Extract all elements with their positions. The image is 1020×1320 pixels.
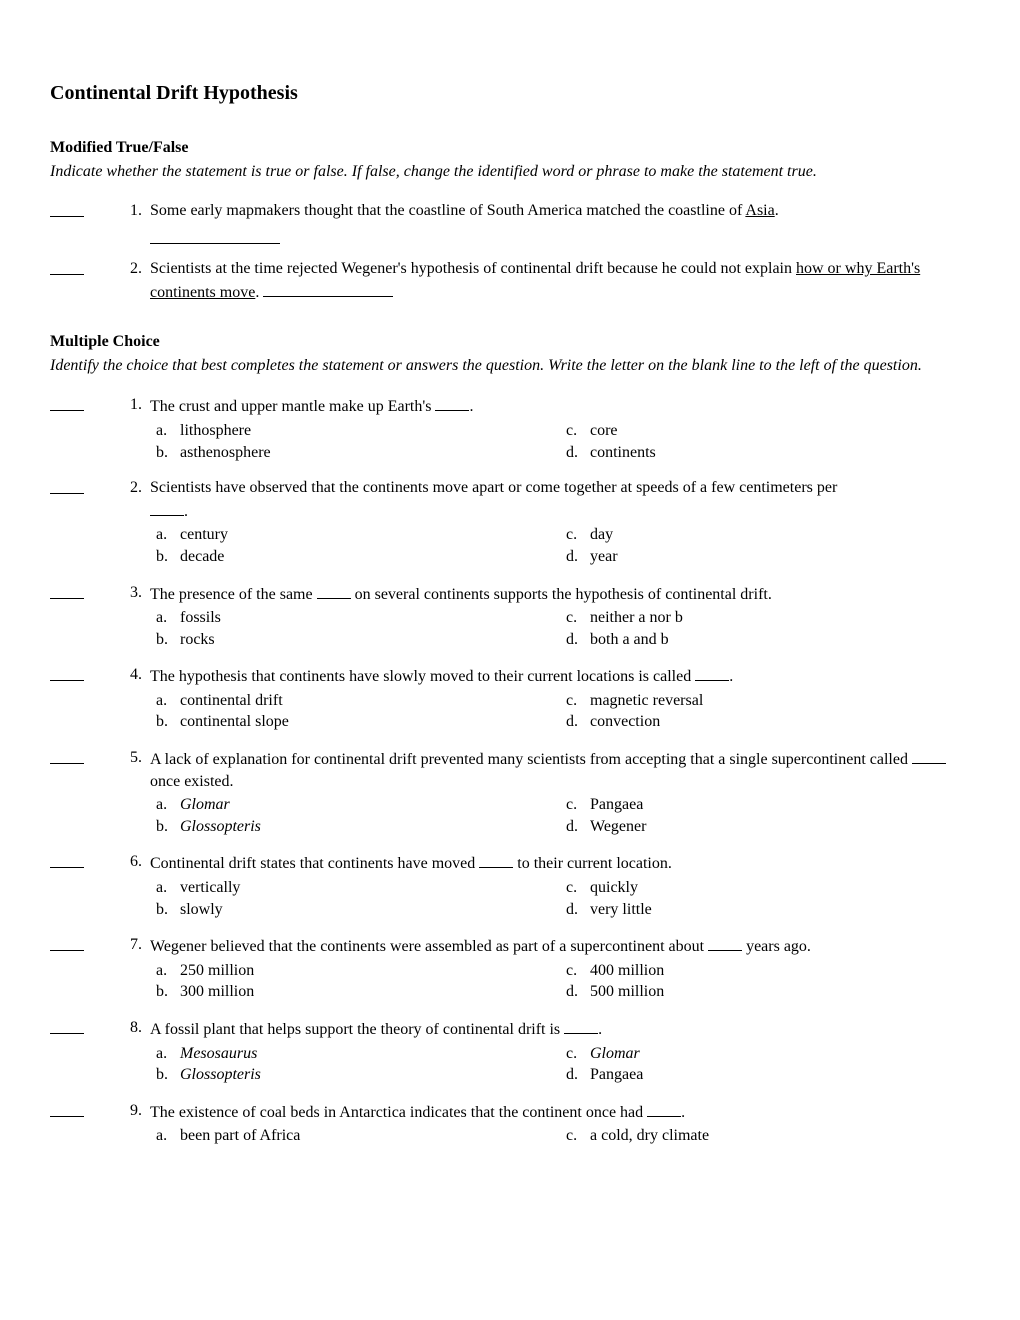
question-stem: The presence of the same on several cont… [150, 582, 970, 606]
answer-blank[interactable] [50, 851, 84, 868]
option-a[interactable]: a.fossils [150, 607, 560, 629]
question-stem: Some early mapmakers thought that the co… [150, 200, 970, 244]
question-number: 7. [116, 934, 150, 956]
question-number: 2. [116, 258, 150, 280]
tf-question: 1. Some early mapmakers thought that the… [50, 200, 970, 244]
option-b[interactable]: b.300 million [150, 981, 560, 1003]
question-number: 5. [116, 747, 150, 769]
option-d[interactable]: d.very little [560, 899, 970, 921]
true-false-section: Modified True/False Indicate whether the… [50, 137, 970, 303]
answer-blank[interactable] [50, 200, 84, 217]
tf-question: 2. Scientists at the time rejected Wegen… [50, 258, 970, 303]
question-number: 9. [116, 1100, 150, 1122]
answer-blank[interactable] [50, 258, 84, 275]
option-d[interactable]: d.year [560, 546, 970, 568]
option-c[interactable]: c.a cold, dry climate [560, 1125, 970, 1147]
question-stem: The crust and upper mantle make up Earth… [150, 394, 970, 418]
page-title: Continental Drift Hypothesis [50, 80, 970, 107]
question-number: 4. [116, 664, 150, 686]
mc-question: 1. The crust and upper mantle make up Ea… [50, 394, 970, 463]
option-c[interactable]: c.quickly [560, 877, 970, 899]
correction-blank[interactable] [150, 224, 280, 244]
mc-question: 7. Wegener believed that the continents … [50, 934, 970, 1003]
question-stem: Scientists at the time rejected Wegener'… [150, 258, 970, 303]
mc-question: 5. A lack of explanation for continental… [50, 747, 970, 837]
mc-question: 3. The presence of the same on several c… [50, 582, 970, 651]
answer-blank[interactable] [50, 1100, 84, 1117]
option-a[interactable]: a.been part of Africa [150, 1125, 560, 1147]
option-d[interactable]: d.500 million [560, 981, 970, 1003]
answer-blank[interactable] [50, 934, 84, 951]
question-number: 1. [116, 200, 150, 222]
option-d[interactable]: d.Pangaea [560, 1064, 970, 1086]
question-stem: Scientists have observed that the contin… [150, 477, 970, 499]
question-number: 1. [116, 394, 150, 416]
option-b[interactable]: b.Glossopteris [150, 1064, 560, 1086]
answer-blank[interactable] [50, 1017, 84, 1034]
answer-blank[interactable] [50, 394, 84, 411]
answer-blank[interactable] [50, 747, 84, 764]
question-stem: Wegener believed that the continents wer… [150, 934, 970, 958]
option-c[interactable]: c.day [560, 524, 970, 546]
option-c[interactable]: c.magnetic reversal [560, 690, 970, 712]
option-b[interactable]: b.decade [150, 546, 560, 568]
answer-blank[interactable] [50, 477, 84, 494]
mc-question: 4. The hypothesis that continents have s… [50, 664, 970, 733]
question-number: 8. [116, 1017, 150, 1039]
option-c[interactable]: c.core [560, 420, 970, 442]
question-number: 2. [116, 477, 150, 499]
question-stem: The hypothesis that continents have slow… [150, 664, 970, 688]
option-d[interactable]: d.continents [560, 442, 970, 464]
multiple-choice-section: Multiple Choice Identify the choice that… [50, 331, 970, 1147]
mc-question: 8. A fossil plant that helps support the… [50, 1017, 970, 1086]
option-a[interactable]: a.continental drift [150, 690, 560, 712]
mc-header: Multiple Choice [50, 331, 970, 353]
option-b[interactable]: b.continental slope [150, 711, 560, 733]
tf-instructions: Indicate whether the statement is true o… [50, 161, 970, 183]
option-c[interactable]: c.neither a nor b [560, 607, 970, 629]
question-stem: The existence of coal beds in Antarctica… [150, 1100, 970, 1124]
option-b[interactable]: b.asthenosphere [150, 442, 560, 464]
option-b[interactable]: b.Glossopteris [150, 816, 560, 838]
mc-question: 6. Continental drift states that contine… [50, 851, 970, 920]
underlined-term: Asia [745, 202, 774, 219]
option-a[interactable]: a.lithosphere [150, 420, 560, 442]
correction-blank[interactable] [263, 280, 393, 297]
question-number: 3. [116, 582, 150, 604]
option-a[interactable]: a.vertically [150, 877, 560, 899]
option-d[interactable]: d.Wegener [560, 816, 970, 838]
answer-blank[interactable] [50, 582, 84, 599]
question-stem: Continental drift states that continents… [150, 851, 970, 875]
question-stem: A fossil plant that helps support the th… [150, 1017, 970, 1041]
mc-question: 9. The existence of coal beds in Antarct… [50, 1100, 970, 1147]
option-b[interactable]: b.rocks [150, 629, 560, 651]
answer-blank[interactable] [50, 664, 84, 681]
option-a[interactable]: a.250 million [150, 960, 560, 982]
option-c[interactable]: c.Glomar [560, 1043, 970, 1065]
option-d[interactable]: d.convection [560, 711, 970, 733]
option-b[interactable]: b.slowly [150, 899, 560, 921]
option-a[interactable]: a.Glomar [150, 794, 560, 816]
option-c[interactable]: c.Pangaea [560, 794, 970, 816]
question-stem: A lack of explanation for continental dr… [150, 747, 970, 792]
mc-question: 2. Scientists have observed that the con… [50, 477, 970, 567]
question-number: 6. [116, 851, 150, 873]
mc-instructions: Identify the choice that best completes … [50, 355, 970, 377]
option-a[interactable]: a.century [150, 524, 560, 546]
option-d[interactable]: d.both a and b [560, 629, 970, 651]
option-c[interactable]: c.400 million [560, 960, 970, 982]
option-a[interactable]: a.Mesosaurus [150, 1043, 560, 1065]
tf-header: Modified True/False [50, 137, 970, 159]
